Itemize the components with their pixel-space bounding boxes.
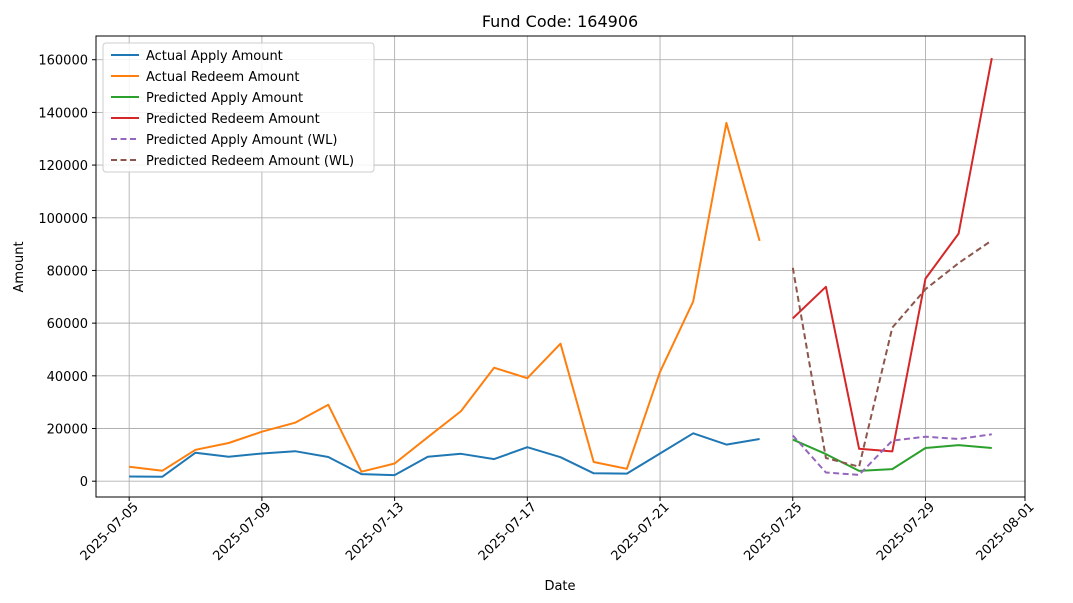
y-tick-label: 100000 [38,212,88,227]
series-line-1 [129,432,760,478]
legend: Actual Apply Amount Actual Redeem Amount P… [102,42,375,173]
grid [96,36,1026,497]
x-tick-label: 2025-07-21 [609,500,673,564]
x-tick-label: 2025-07-25 [741,500,805,564]
y-tick-label: 40000 [47,370,88,385]
series-line-4 [792,57,993,453]
series-layer [129,57,993,478]
legend-label: Predicted Apply Amount (WL) [146,133,337,148]
y-axis-title: Amount [12,241,27,292]
legend-label: Actual Apply Amount [146,49,283,64]
y-tick-label: 20000 [47,423,88,438]
series-line-6 [791,239,993,468]
y-tick-label: 0 [80,475,88,490]
x-tick-label: 2025-08-01 [974,500,1038,564]
x-tick-label: 2025-07-17 [476,500,540,564]
series-line-2 [129,121,761,473]
series-line-3 [792,438,992,472]
y-tick-label: 60000 [47,317,88,332]
y-tick-label: 80000 [47,264,88,279]
y-tick-label: 160000 [38,54,88,69]
legend-label: Predicted Apply Amount [146,91,303,106]
plot-frame [95,35,1026,498]
x-tick-label: 2025-07-13 [343,500,407,564]
legend-label: Predicted Redeem Amount (WL) [146,154,354,169]
legend-label: Predicted Redeem Amount [146,112,320,127]
y-tick-label: 120000 [38,159,88,174]
y-tick-label: 140000 [38,106,88,121]
legend-label: Actual Redeem Amount [146,70,299,85]
x-tick-label: 2025-07-09 [210,500,274,564]
chart-title: Fund Code: 164906 [482,12,638,31]
legend-box [102,42,375,173]
series-line-5 [792,433,992,476]
x-tick-label: 2025-07-05 [78,500,142,564]
x-tick-label: 2025-07-29 [874,500,938,564]
x-axis-title: Date [544,579,575,594]
